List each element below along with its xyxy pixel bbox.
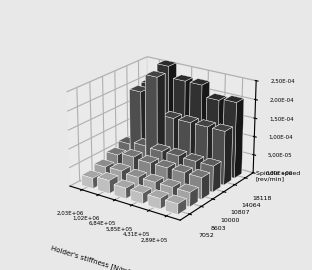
X-axis label: Holder's stiffness [N/m]: Holder's stiffness [N/m] <box>50 245 130 270</box>
